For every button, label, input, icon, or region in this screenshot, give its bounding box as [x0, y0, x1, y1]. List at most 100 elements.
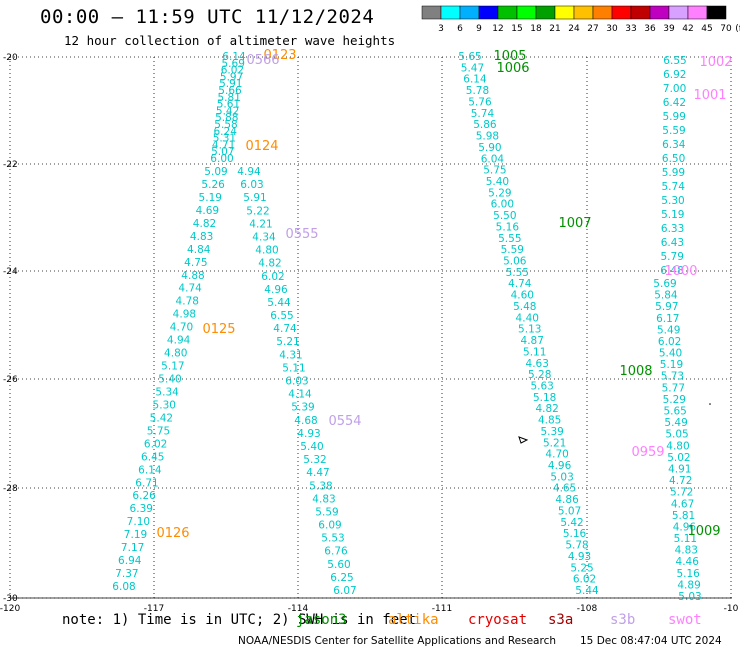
colorbar-swatch [516, 5, 537, 20]
swh-value: 5.66 [218, 85, 242, 97]
swh-value: 6.02 [658, 336, 681, 348]
swh-value: 5.48 [513, 301, 536, 313]
colorbar-swatch [630, 5, 651, 20]
swh-value: 4.34 [252, 231, 276, 243]
colorbar-label: 27 [587, 24, 598, 34]
map-title: 00:00 – 11:59 UTC 11/12/2024 [40, 6, 375, 28]
colorbar-swatch [554, 5, 575, 20]
swh-value: 4.93 [568, 551, 591, 563]
pass-label: 0123 [263, 48, 296, 63]
swh-value: 5.28 [528, 369, 551, 381]
swh-value: 6.33 [661, 223, 684, 235]
swh-value: 5.30 [153, 399, 176, 411]
swh-value: 5.78 [466, 85, 489, 97]
colorbar-label: 70 [720, 24, 732, 34]
swh-value: 4.96 [548, 460, 572, 472]
colorbar-swatch [573, 5, 594, 20]
swh-value: 5.84 [654, 290, 678, 302]
swh-value: 5.61 [217, 99, 240, 111]
swh-value: 5.99 [663, 111, 686, 123]
swh-value: 5.40 [158, 374, 181, 386]
swh-value: 4.78 [176, 296, 199, 308]
pass-label: 1008 [619, 364, 652, 379]
swh-value: 6.04 [481, 153, 505, 165]
swh-value: 5.65 [458, 51, 481, 63]
swh-value: 6.14 [222, 51, 246, 63]
legend-cryosat: cryosat [468, 612, 528, 628]
swh-value: 4.72 [669, 475, 692, 487]
swh-value: 6.02 [573, 574, 596, 586]
swh-value: 5.11 [523, 346, 546, 358]
swh-value: 6.48 [660, 265, 683, 277]
island-outline [518, 436, 529, 444]
swh-value: 5.50 [493, 210, 516, 222]
swh-value: 5.78 [565, 540, 588, 552]
legend-altika: altika [388, 612, 439, 628]
swh-value: 4.93 [297, 428, 320, 440]
swh-value: 5.81 [218, 92, 241, 104]
swh-value: 5.81 [672, 510, 695, 522]
swh-value: 5.74 [662, 181, 686, 193]
colorbar-swatch [421, 5, 442, 20]
colorbar-label: 30 [606, 24, 618, 34]
swh-value: 5.38 [309, 480, 332, 492]
swh-value: 6.43 [661, 237, 684, 249]
legend-swot: swot [668, 612, 702, 628]
swh-value: 4.88 [181, 270, 204, 282]
swh-value: 5.30 [661, 195, 684, 207]
swh-value: 6.09 [318, 520, 341, 532]
swh-value: 6.00 [491, 199, 514, 211]
pass-label: 1007 [558, 216, 591, 231]
pass-label: 1000 [664, 264, 697, 279]
lon-tick-label: -114 [288, 604, 309, 614]
swh-value: 5.42 [216, 105, 239, 117]
pass-label: 0126 [156, 526, 189, 541]
swh-value: 5.03 [678, 591, 701, 603]
swh-value: 4.70 [170, 322, 193, 334]
wave-height-tracks: 6.145.696.025.975.915.665.815.615.425.88… [112, 51, 701, 603]
swh-value: 4.74 [273, 323, 297, 335]
pass-label: 0959 [631, 445, 664, 460]
colorbar-swatch [497, 5, 518, 20]
colorbar-swatch [592, 5, 613, 20]
swh-value: 5.59 [662, 125, 685, 137]
lat-tick-label: -30 [3, 594, 18, 604]
swh-value: 5.11 [674, 533, 697, 545]
swh-value: 5.34 [155, 386, 179, 398]
swh-value: 4.98 [173, 309, 196, 321]
island-dot [709, 403, 711, 405]
swh-value: 4.87 [521, 335, 544, 347]
lon-tick-label: -111 [432, 604, 452, 614]
colorbar-swatch [649, 5, 670, 20]
footer-note: note: 1) Time is in UTC; 2) SWH is in fe… [62, 612, 417, 628]
swh-value: 4.82 [258, 258, 281, 270]
lon-tick-label: -10 [724, 604, 739, 614]
swh-value: 6.07 [333, 585, 356, 597]
legend-s3a: s3a [548, 612, 574, 628]
colorbar-swatch [668, 5, 689, 20]
swh-value: 6.03 [240, 179, 263, 191]
swh-value: 5.29 [488, 187, 511, 199]
swh-value: 4.40 [516, 312, 539, 324]
pass-label: 0566 [246, 53, 279, 68]
credit-line: NOAA/NESDIS Center for Satellite Applica… [238, 635, 556, 647]
swh-value: 4.83 [312, 493, 335, 505]
swh-value: 4.89 [677, 579, 700, 591]
colorbar-swatch [459, 5, 480, 20]
colorbar-label: 12 [492, 24, 503, 34]
swh-value: 6.02 [144, 438, 167, 450]
swh-value: 5.16 [676, 568, 700, 580]
map-subtitle: 12 hour collection of altimeter wave hei… [64, 33, 396, 48]
swh-value: 6.26 [132, 490, 156, 502]
swh-value: 4.67 [671, 498, 694, 510]
swh-value: 6.25 [330, 572, 353, 584]
swh-value: 5.60 [327, 559, 350, 571]
swh-value: 5.49 [664, 417, 687, 429]
lon-tick-label: -117 [144, 604, 164, 614]
swh-value: 4.83 [190, 231, 213, 243]
swh-value: 6.55 [270, 310, 293, 322]
swh-value: 5.55 [506, 267, 529, 279]
swh-value: 5.09 [204, 166, 227, 178]
swh-value: 6.34 [662, 139, 686, 151]
colorbar-swatch [535, 5, 556, 20]
